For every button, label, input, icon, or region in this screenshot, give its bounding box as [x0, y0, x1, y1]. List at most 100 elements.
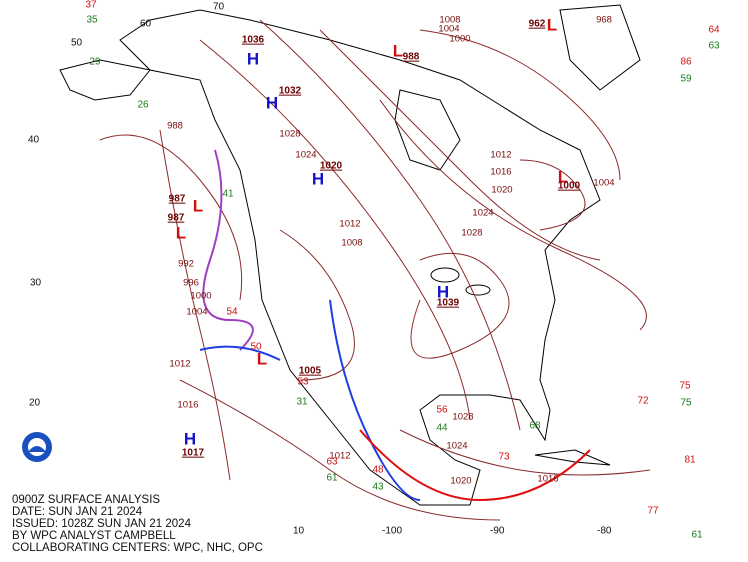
isobar-label: 1020 [450, 476, 471, 487]
noaa-logo [22, 432, 52, 462]
dewpoint: 41 [222, 189, 234, 200]
high-pressure: 1017 [182, 448, 205, 459]
lat-label: 20 [29, 398, 41, 409]
temperature: 53 [297, 377, 309, 388]
isobar-label: 1004 [186, 307, 207, 318]
low-symbol: L [558, 167, 568, 186]
isobar-label: 1020 [491, 185, 512, 196]
temperature: 86 [680, 57, 692, 68]
isobar-label: 1028 [279, 129, 300, 140]
dewpoint: 35 [86, 15, 98, 26]
temperature: 56 [436, 405, 448, 416]
lon-label: -90 [490, 526, 505, 537]
dewpoint: 43 [372, 482, 384, 493]
isobar-label: 1024 [472, 208, 493, 219]
temperature: 48 [372, 465, 384, 476]
isobar-label: 1012 [169, 359, 190, 370]
isobar-label: 1012 [329, 451, 350, 462]
temperature: 37 [85, 0, 97, 11]
temperature: 75 [679, 381, 691, 392]
lat-label: 50 [71, 38, 83, 49]
low-symbol: L [176, 223, 186, 242]
high-pressure: 1020 [320, 161, 343, 172]
dewpoint: 59 [680, 74, 692, 85]
high-pressure: 1039 [437, 298, 460, 309]
isobar-label: 992 [178, 259, 194, 270]
caption-line: COLLABORATING CENTERS: WPC, NHC, OPC [12, 542, 263, 554]
high-pressure: 1036 [242, 35, 265, 46]
isobar-label: 1004 [438, 24, 459, 35]
low-symbol: L [547, 15, 557, 34]
warm-front [359, 429, 591, 502]
temperature: 77 [647, 506, 659, 517]
temperature: 50 [250, 342, 262, 353]
cold-front [329, 299, 421, 501]
isobar-label: 1004 [593, 178, 614, 189]
dewpoint: 75 [680, 398, 692, 409]
dewpoint: 31 [296, 397, 308, 408]
isobar-label: 988 [167, 121, 183, 132]
high-symbol: H [184, 429, 196, 448]
high-symbol: H [266, 93, 278, 112]
dewpoint: 29 [89, 57, 101, 68]
isobar-label: 1008 [439, 15, 460, 26]
isobar-label: 1012 [339, 219, 360, 230]
cuba [534, 449, 611, 466]
low-pressure: 962 [529, 19, 546, 30]
temperature: 54 [226, 307, 238, 318]
isobar-label: 1028 [461, 228, 482, 239]
isobar-label: 968 [596, 15, 612, 26]
isobar-label: 1028 [452, 412, 473, 423]
dewpoint: 44 [436, 423, 448, 434]
dewpoint: 26 [137, 100, 149, 111]
temperature: 72 [637, 396, 649, 407]
lon-label: 10 [293, 526, 305, 537]
dewpoint: 61 [691, 530, 703, 541]
dewpoint: 68 [529, 421, 541, 432]
temperature: 63 [326, 457, 338, 468]
isobar-label: 1016 [177, 400, 198, 411]
great-lakes [430, 267, 460, 283]
low-pressure: 1005 [299, 366, 322, 377]
temperature: 81 [684, 455, 696, 466]
high-symbol: H [437, 282, 449, 301]
high-symbol: H [247, 49, 259, 68]
caption-line: ISSUED: 1028Z SUN JAN 21 2024 [12, 518, 192, 530]
isobars [99, 19, 651, 521]
low-pressure: 987 [168, 213, 185, 224]
isobar-label: 1008 [341, 238, 362, 249]
isobar-label: 996 [183, 278, 199, 289]
low-pressure: 987 [169, 194, 186, 205]
great-lakes [465, 284, 491, 296]
high-symbol: H [312, 169, 324, 188]
isobar-label: 1016 [537, 474, 558, 485]
isobar-label: 1024 [295, 150, 316, 161]
dewpoint: 63 [708, 41, 720, 52]
cold-front [199, 345, 281, 361]
isobar-label: 1000 [449, 34, 470, 45]
low-pressure: 988 [403, 52, 420, 63]
isobar-label: 1016 [490, 167, 511, 178]
isobar-label: 1024 [446, 441, 467, 452]
lat-label: 40 [28, 135, 40, 146]
caption-line: DATE: SUN JAN 21 2024 [12, 506, 143, 518]
dewpoint: 61 [326, 473, 338, 484]
temperature: 73 [498, 452, 510, 463]
caption-line: BY WPC ANALYST CAMPBELL [12, 530, 176, 542]
occluded-front [202, 149, 254, 351]
isobar-label: 1000 [190, 291, 211, 302]
lat-label: 30 [30, 278, 42, 289]
isobar-label: 1012 [490, 150, 511, 161]
lat-label: 60 [140, 19, 152, 30]
low-symbol: L [257, 349, 267, 368]
low-symbol: L [193, 196, 203, 215]
low-pressure: 1000 [558, 181, 581, 192]
lon-label: -80 [597, 526, 612, 537]
greenland [559, 4, 641, 91]
temperature: 64 [708, 25, 720, 36]
low-symbol: L [393, 41, 403, 60]
caption-line: 0900Z SURFACE ANALYSIS [12, 494, 160, 506]
coastline [119, 9, 601, 506]
